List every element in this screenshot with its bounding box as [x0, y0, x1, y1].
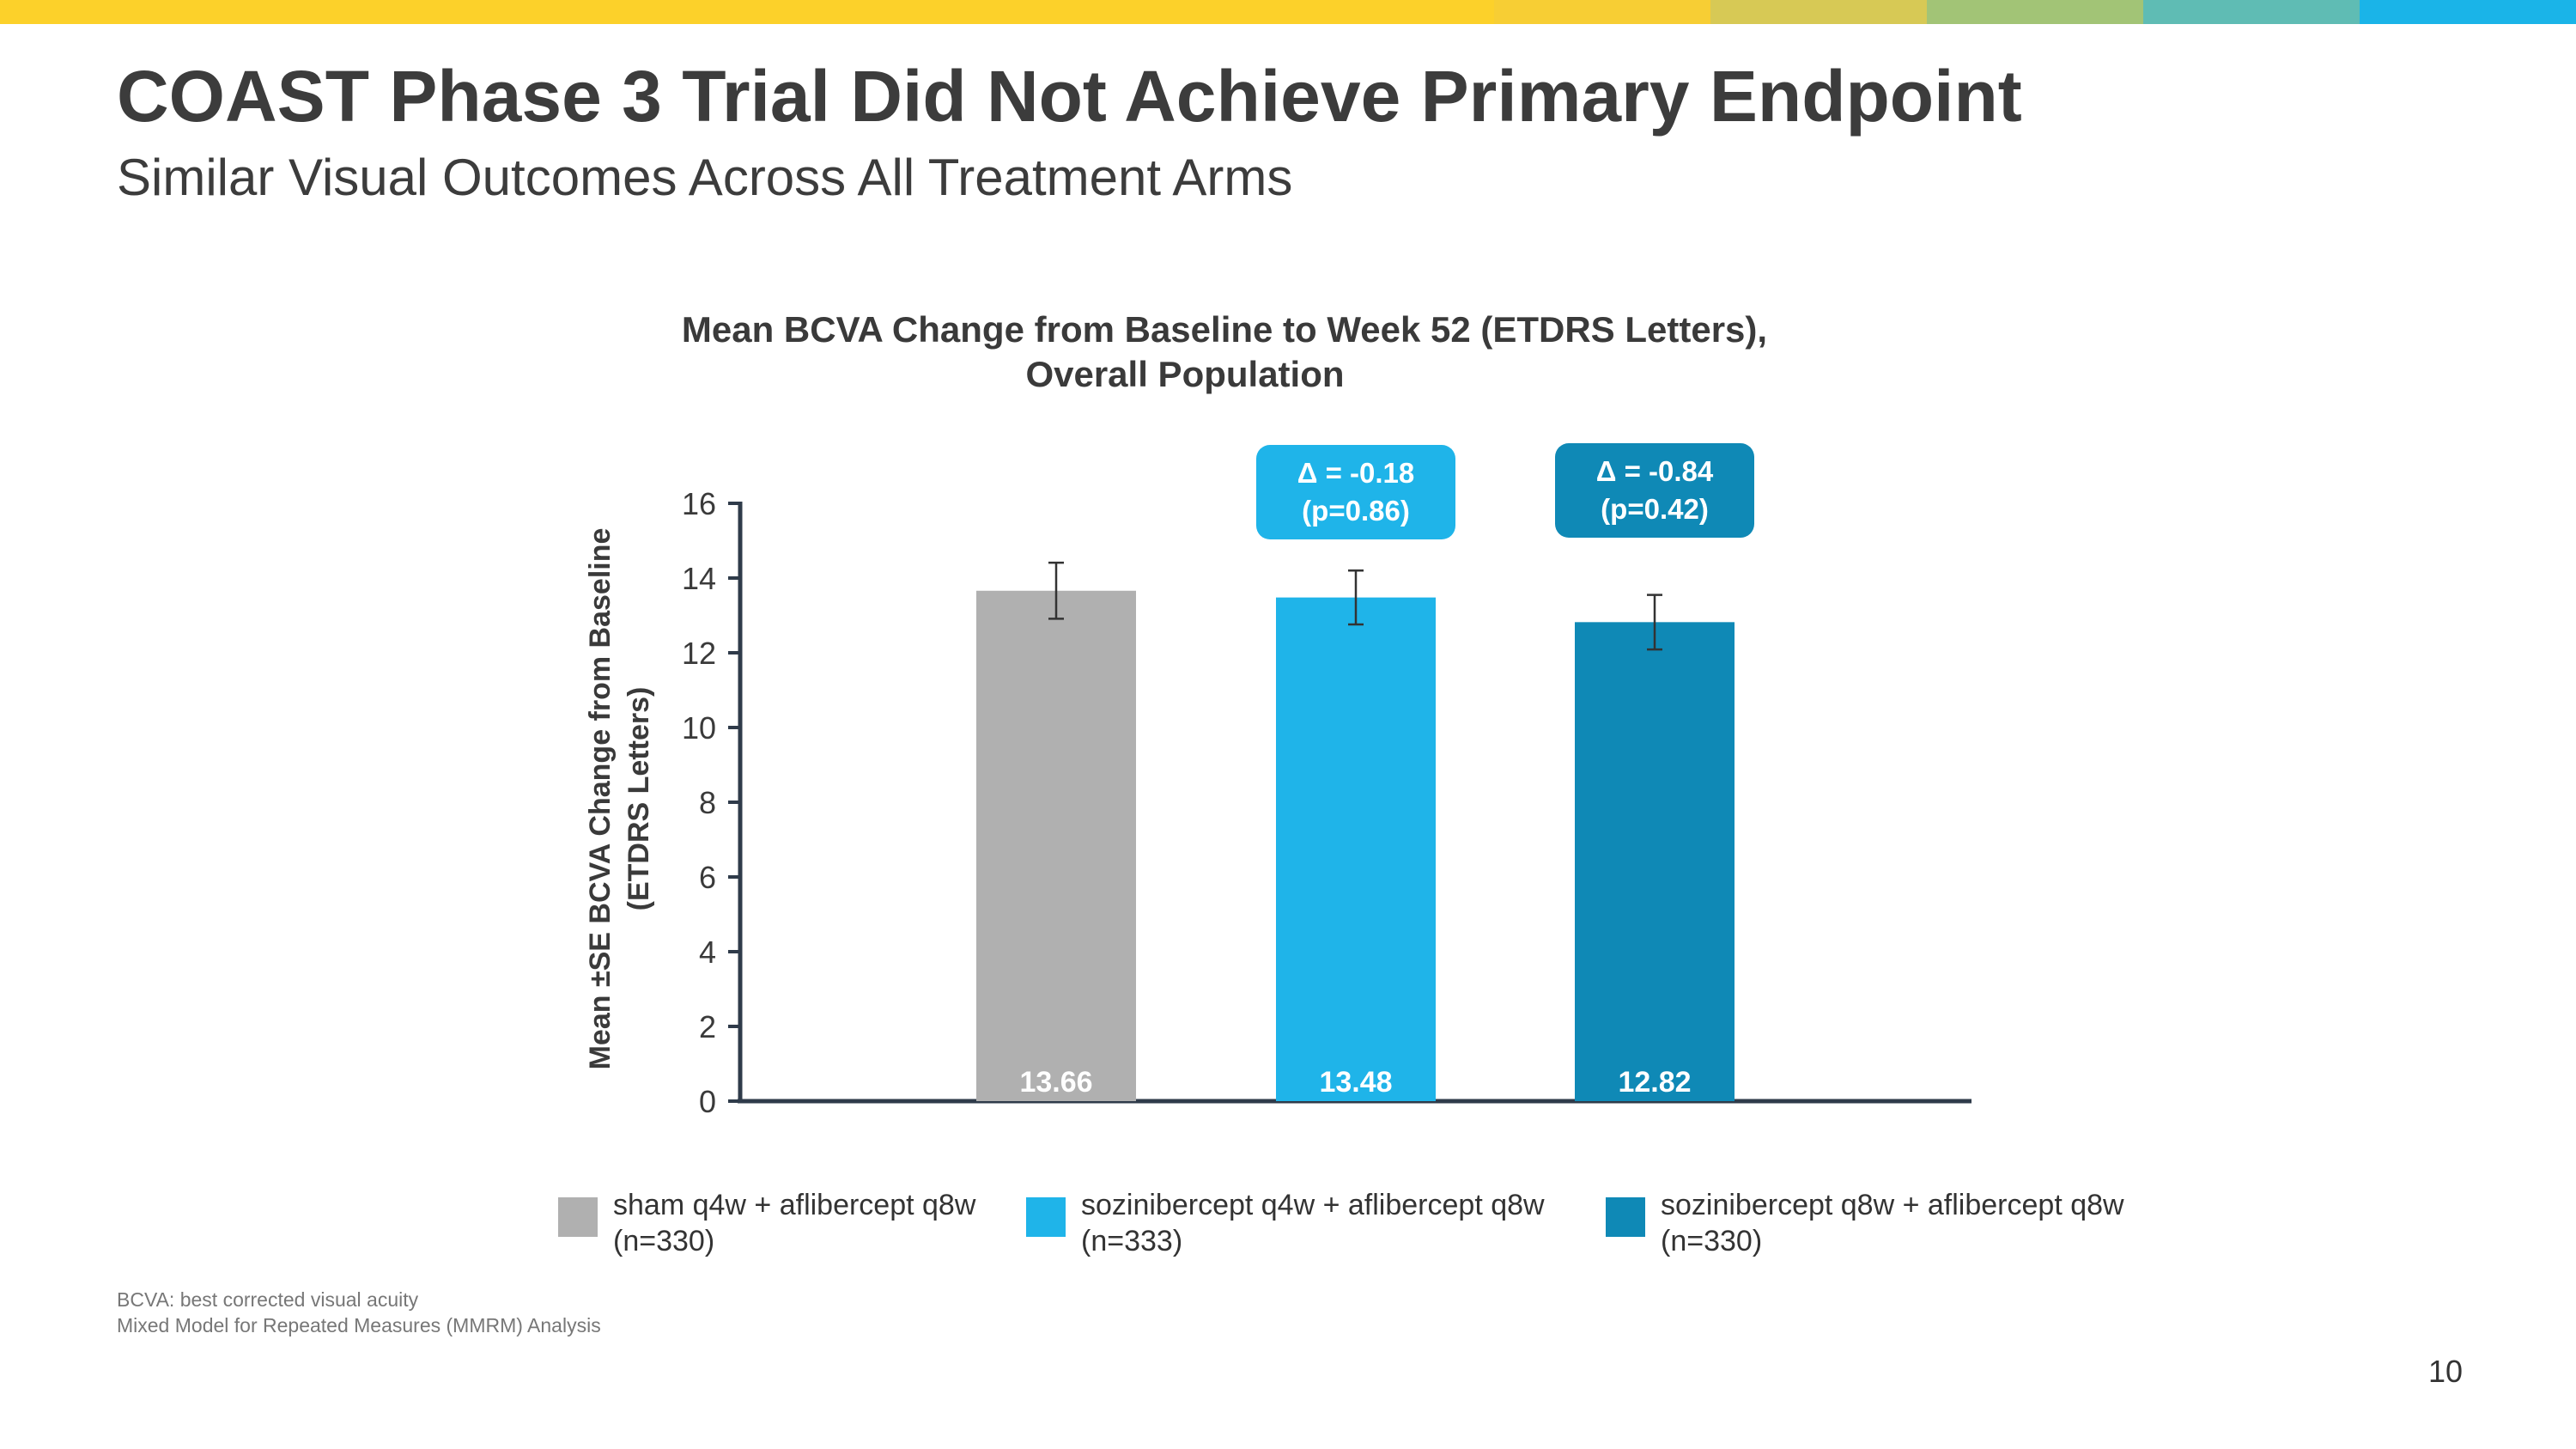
legend-n: (n=333)	[1081, 1225, 1183, 1257]
delta-annotation-value: Δ = -0.18	[1297, 457, 1415, 489]
legend-item-soz-q4w: sozinibercept q4w + aflibercept q8w (n=3…	[1026, 1187, 1545, 1259]
bar	[1276, 597, 1436, 1101]
top-color-bar	[0, 0, 2576, 24]
legend-swatch-soz-q4w	[1026, 1197, 1066, 1237]
y-tick-label: 10	[682, 710, 716, 746]
topbar-segment	[2143, 0, 2360, 24]
footnote-bcva: BCVA: best corrected visual acuity	[117, 1288, 419, 1311]
y-tick-label: 4	[699, 935, 716, 970]
y-tick-label: 16	[682, 486, 716, 521]
legend-item-soz-q8w: sozinibercept q8w + aflibercept q8w (n=3…	[1606, 1187, 2124, 1259]
y-axis-label-line2: (ETDRS Letters)	[623, 687, 655, 911]
y-tick-label: 0	[699, 1084, 716, 1119]
topbar-segment	[0, 0, 1494, 24]
topbar-segment	[1494, 0, 1710, 24]
topbar-segment	[1710, 0, 1927, 24]
legend-label: sozinibercept q8w + aflibercept q8w	[1661, 1189, 2124, 1221]
legend-label: sozinibercept q4w + aflibercept q8w	[1081, 1189, 1545, 1221]
y-tick-label: 2	[699, 1009, 716, 1044]
legend-swatch-soz-q8w	[1606, 1197, 1645, 1237]
bar	[976, 590, 1136, 1101]
delta-annotation-box	[1256, 445, 1455, 539]
legend-n: (n=330)	[1661, 1225, 1763, 1257]
page-number: 10	[2428, 1354, 2464, 1389]
chart-title: Mean BCVA Change from Baseline to Week 5…	[681, 309, 1768, 350]
y-tick-label: 14	[682, 561, 716, 596]
slide-title: COAST Phase 3 Trial Did Not Achieve Prim…	[117, 56, 2022, 137]
footnote-mmrm: Mixed Model for Repeated Measures (MMRM)…	[117, 1314, 601, 1336]
bar	[1575, 622, 1735, 1101]
chart-title-line2: Overall Population	[1025, 354, 1345, 394]
legend-n: (n=330)	[613, 1225, 715, 1257]
y-axis-label: Mean ±SE BCVA Change from Baseline	[584, 528, 617, 1070]
delta-annotation-pvalue: (p=0.86)	[1302, 495, 1410, 527]
y-tick-label: 12	[682, 636, 716, 671]
delta-annotation-box	[1555, 443, 1754, 538]
bar-value-label: 13.66	[1019, 1066, 1092, 1099]
y-tick-label: 8	[699, 785, 716, 820]
legend-label: sham q4w + aflibercept q8w	[613, 1189, 976, 1221]
slide-subtitle: Similar Visual Outcomes Across All Treat…	[117, 149, 1293, 206]
bar-value-label: 12.82	[1618, 1066, 1691, 1099]
topbar-segment	[1927, 0, 2143, 24]
delta-annotation-value: Δ = -0.84	[1596, 455, 1714, 487]
legend-swatch-sham	[558, 1197, 598, 1237]
y-tick-label: 6	[699, 860, 716, 895]
topbar-segment	[2360, 0, 2576, 24]
bar-value-label: 13.48	[1319, 1066, 1392, 1099]
delta-annotation-pvalue: (p=0.42)	[1601, 493, 1709, 525]
legend-item-sham: sham q4w + aflibercept q8w (n=330)	[558, 1187, 975, 1259]
